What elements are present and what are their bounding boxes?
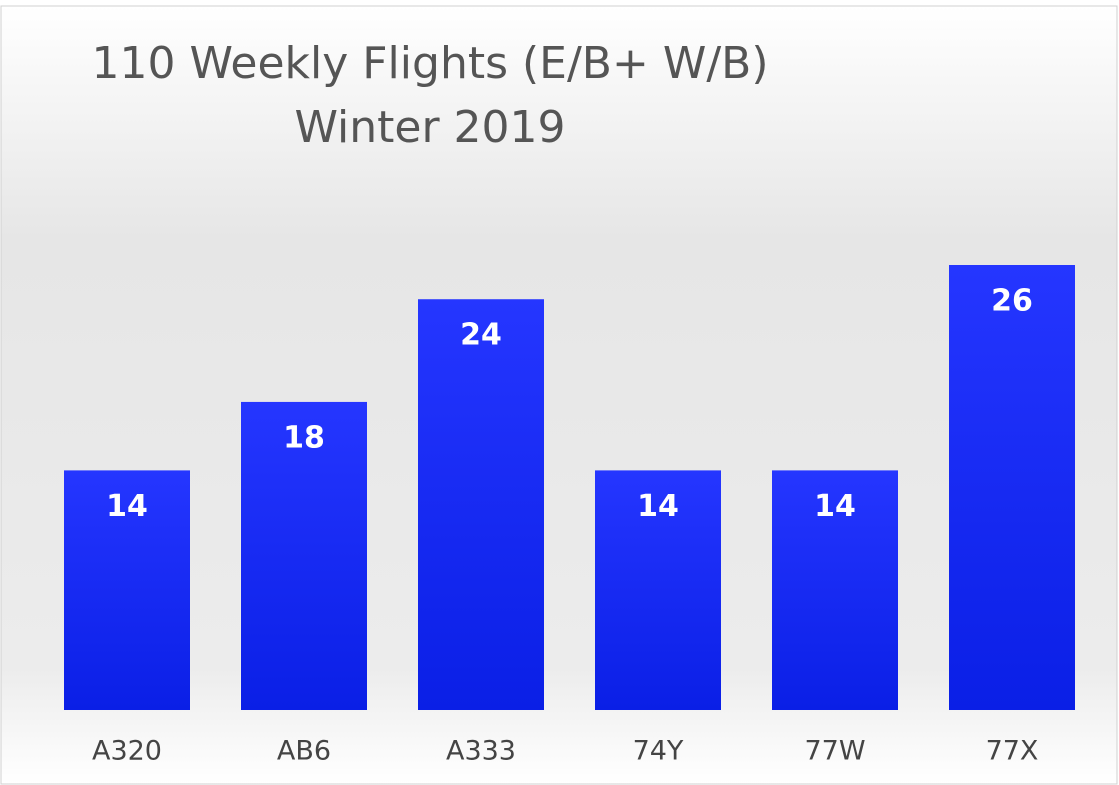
- x-tick-label: AB6: [277, 736, 331, 767]
- bar: [241, 401, 367, 710]
- data-label: 14: [106, 489, 148, 524]
- chart-title: 110 Weekly Flights (E/B+ W/B): [91, 38, 768, 89]
- data-label: 26: [991, 284, 1033, 319]
- x-tick-label: A333: [446, 736, 516, 767]
- data-label: 14: [814, 489, 856, 524]
- x-tick-label: 74Y: [633, 736, 684, 767]
- x-tick-label: A320: [92, 736, 162, 767]
- data-label: 18: [283, 420, 325, 455]
- bar: [64, 470, 190, 710]
- x-tick-label: 77W: [804, 736, 865, 767]
- x-tick-label: 77X: [986, 736, 1039, 767]
- data-label: 14: [637, 489, 679, 524]
- bar: [595, 470, 721, 710]
- chart-subtitle: Winter 2019: [294, 102, 565, 153]
- bar: [418, 299, 544, 710]
- bar: [772, 470, 898, 710]
- data-label: 24: [460, 318, 502, 353]
- bar: [949, 265, 1075, 710]
